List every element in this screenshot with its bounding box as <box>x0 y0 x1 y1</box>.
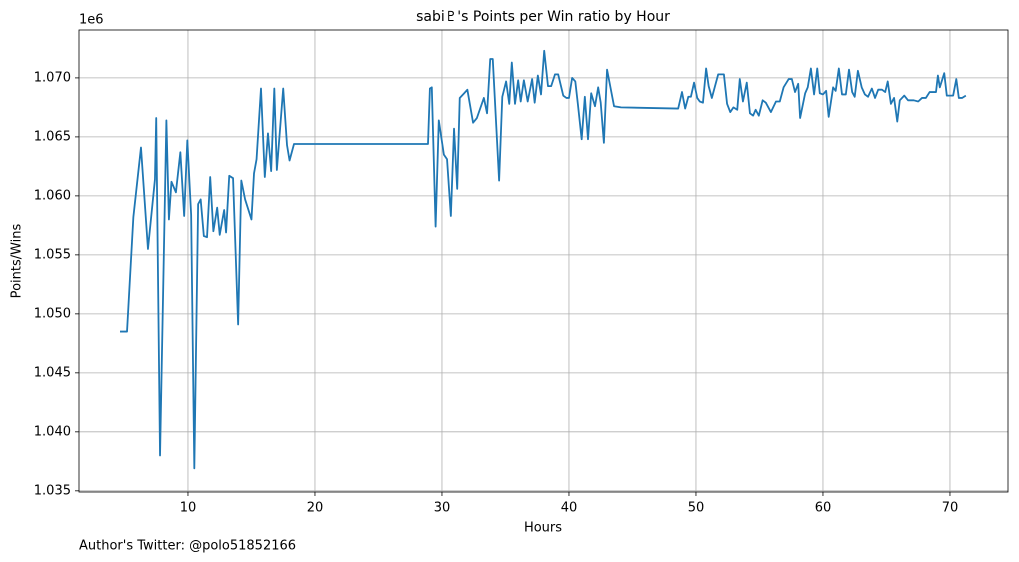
x-tick-label: 70 <box>942 501 959 516</box>
plot-frame <box>78 29 1009 493</box>
x-tick-label: 10 <box>180 501 197 516</box>
y-axis-label: Points/Wins <box>10 223 25 298</box>
x-axis-label: Hours <box>524 521 562 536</box>
x-tick-label: 50 <box>688 501 705 516</box>
y-tick-label: 1.070 <box>34 70 71 85</box>
x-tick-label: 60 <box>815 501 832 516</box>
x-tick-label: 40 <box>561 501 578 516</box>
y-tick-label: 1.045 <box>34 365 71 380</box>
line-series <box>120 49 967 470</box>
y-tick-label: 1.060 <box>34 188 71 203</box>
x-tick-label: 20 <box>307 501 324 516</box>
y-tick-label: 1.040 <box>34 424 71 439</box>
y-tick-label: 1.065 <box>34 129 71 144</box>
y-tick-label: 1.050 <box>34 306 71 321</box>
x-tick-label: 30 <box>434 501 451 516</box>
y-offset-label: 1e6 <box>79 13 104 28</box>
footnote: Author's Twitter: @polo51852166 <box>79 539 296 554</box>
y-tick-label: 1.055 <box>34 247 71 262</box>
y-tick-label: 1.035 <box>34 483 71 498</box>
chart-title: sabi♇'s Points per Win ratio by Hour <box>416 9 670 25</box>
